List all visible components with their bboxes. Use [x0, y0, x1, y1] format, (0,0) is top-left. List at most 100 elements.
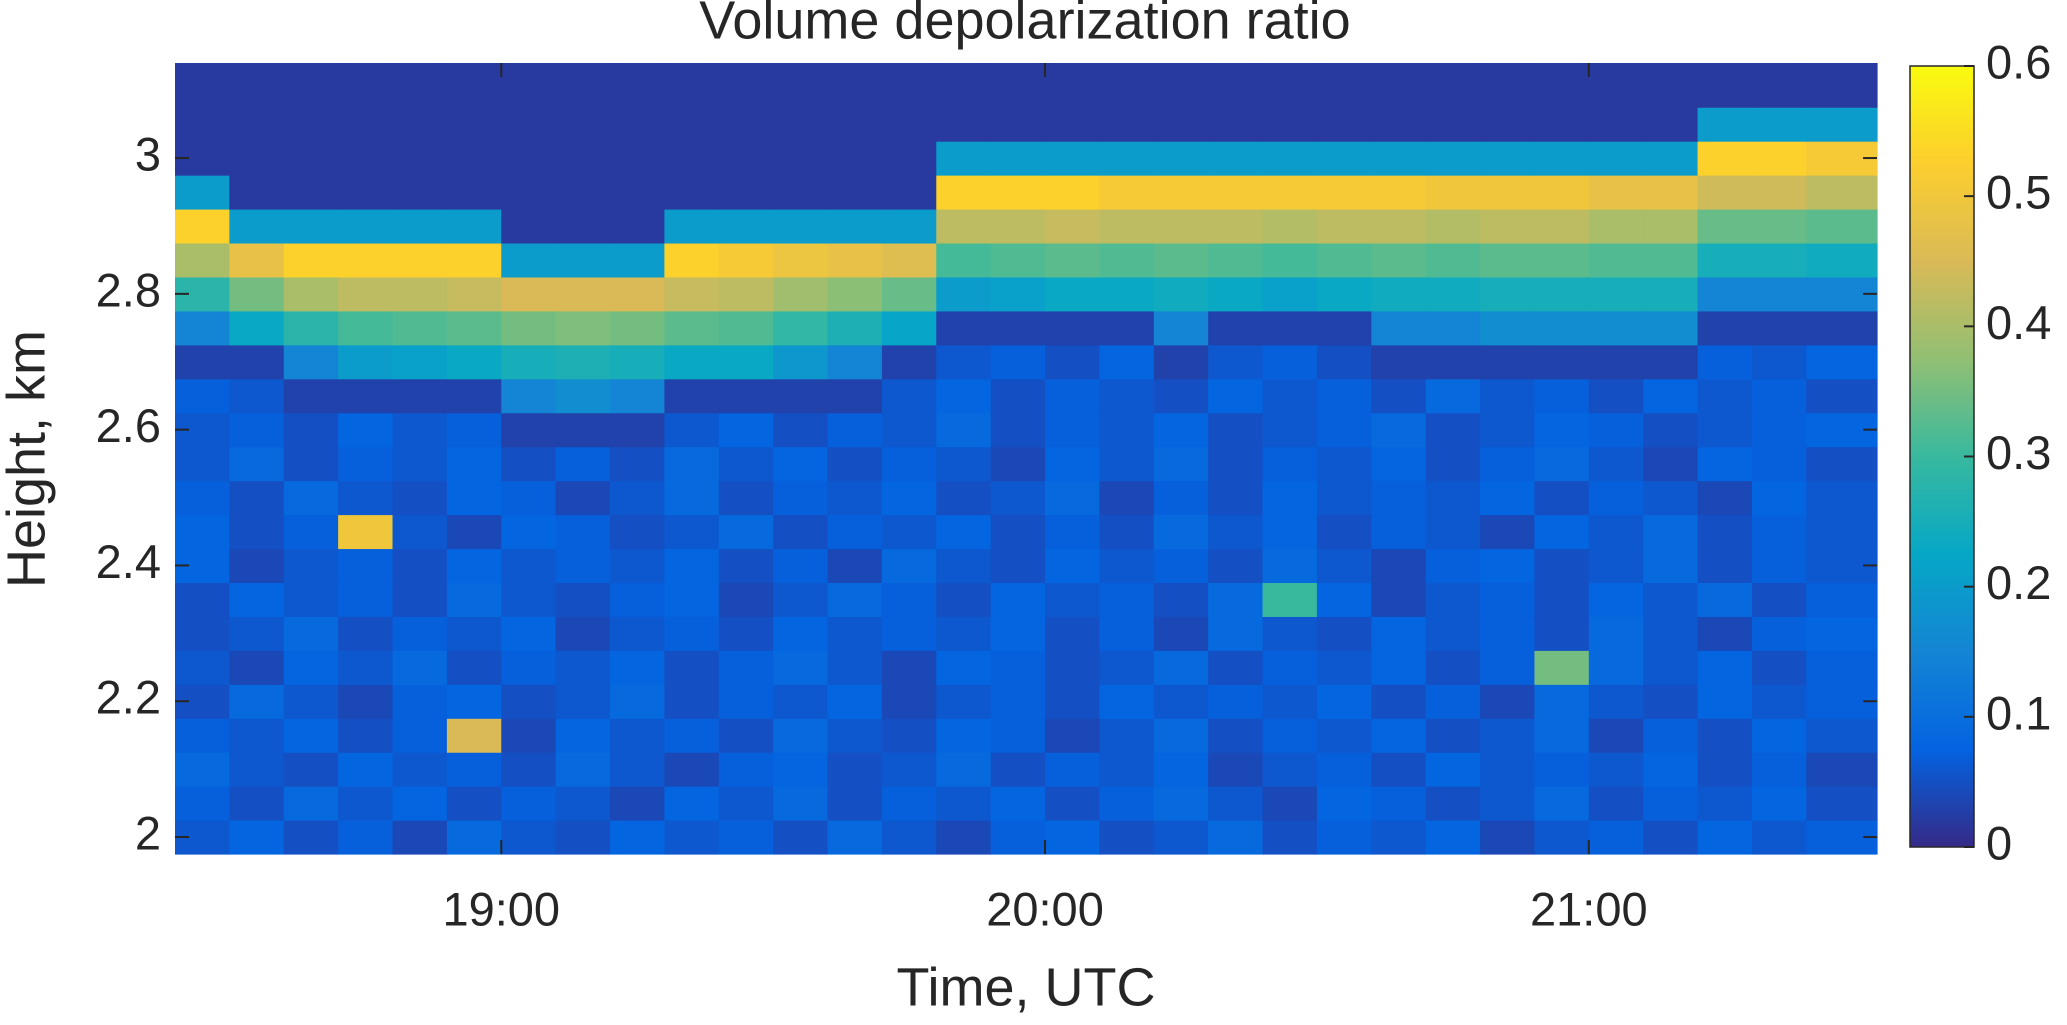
heatmap-cell — [1316, 141, 1372, 176]
heatmap-cell — [718, 718, 774, 753]
heatmap-cell — [1643, 616, 1699, 651]
heatmap-cell — [175, 310, 230, 346]
heatmap-cell — [392, 548, 448, 584]
heatmap-cell — [1425, 344, 1481, 380]
heatmap-cell — [1425, 616, 1481, 651]
heatmap-cell — [1262, 107, 1318, 142]
heatmap-cell — [1534, 242, 1590, 278]
heatmap-cell — [990, 208, 1046, 244]
heatmap-cell — [1588, 820, 1644, 855]
heatmap-cell — [990, 242, 1046, 278]
heatmap-cell — [446, 582, 502, 617]
heatmap-cell — [1099, 548, 1155, 584]
heatmap-cell — [1371, 820, 1427, 855]
heatmap-cell — [1480, 175, 1536, 210]
heatmap-cell — [229, 141, 285, 176]
heatmap-cell — [1045, 514, 1101, 550]
heatmap-cell — [283, 141, 339, 176]
heatmap-cell — [1534, 684, 1590, 719]
heatmap-cell — [175, 446, 230, 482]
heatmap-cell — [1316, 752, 1372, 787]
heatmap-cell — [1153, 107, 1209, 142]
heatmap-cell — [1806, 752, 1878, 787]
heatmap-cell — [990, 786, 1046, 821]
heatmap-cell — [1208, 514, 1264, 550]
heatmap-cell — [1588, 616, 1644, 651]
heatmap-cell — [664, 107, 720, 142]
heatmap-cell — [1153, 684, 1209, 719]
heatmap-cell — [501, 514, 557, 550]
heatmap-cell — [664, 684, 720, 719]
heatmap-cell — [1208, 752, 1264, 787]
heatmap-cell — [229, 378, 285, 414]
heatmap-cell — [283, 446, 339, 482]
heatmap-cell — [1751, 175, 1807, 210]
heatmap-cell — [1534, 820, 1590, 855]
heatmap-cell — [392, 752, 448, 787]
heatmap-cell — [229, 514, 285, 550]
heatmap-cell — [1425, 141, 1481, 176]
heatmap-cell — [1588, 175, 1644, 210]
heatmap-cell — [1153, 175, 1209, 210]
heatmap-cell — [1425, 208, 1481, 244]
colorbar-tick-label: 0 — [1986, 816, 2012, 869]
heatmap-cell — [1751, 107, 1807, 142]
heatmap-cell — [338, 752, 394, 787]
heatmap-cell — [1262, 616, 1318, 651]
heatmap-cell — [773, 820, 829, 855]
heatmap-cell — [392, 718, 448, 753]
heatmap-cell — [1371, 786, 1427, 821]
heatmap-cell — [501, 141, 557, 176]
heatmap-cell — [1534, 446, 1590, 482]
heatmap-cell — [664, 786, 720, 821]
heatmap-cell — [664, 718, 720, 753]
heatmap-cell — [1697, 378, 1753, 414]
heatmap-cell — [773, 752, 829, 787]
heatmap-cell — [610, 820, 665, 855]
heatmap-cell — [446, 344, 502, 380]
heatmap-cell — [936, 175, 992, 210]
heatmap-cell — [501, 446, 557, 482]
heatmap-cell — [1371, 175, 1427, 210]
heatmap-cell — [773, 480, 829, 516]
heatmap-cell — [610, 514, 665, 550]
heatmap-cell — [338, 208, 394, 244]
heatmap-cell — [664, 276, 720, 312]
heatmap-cell — [446, 548, 502, 584]
heatmap-cell — [555, 208, 611, 244]
heatmap-cell — [1425, 63, 1481, 108]
heatmap-cell — [446, 208, 502, 244]
heatmap-cell — [446, 820, 502, 855]
heatmap-cell — [881, 480, 937, 516]
heatmap-cell — [392, 582, 448, 617]
heatmap-cell — [501, 786, 557, 821]
heatmap-cell — [229, 107, 285, 142]
heatmap-cell — [827, 141, 883, 176]
heatmap-cell — [555, 514, 611, 550]
heatmap-cell — [338, 276, 394, 312]
heatmap-cell — [1697, 582, 1753, 617]
heatmap-cell — [338, 175, 394, 210]
heatmap-cell — [1153, 786, 1209, 821]
heatmap-cell — [555, 63, 611, 108]
heatmap-cell — [1208, 582, 1264, 617]
heatmap-cell — [610, 242, 665, 278]
heatmap-cell — [1697, 412, 1753, 448]
heatmap-cell — [936, 650, 992, 685]
heatmap-cell — [827, 548, 883, 584]
heatmap-cell — [1534, 412, 1590, 448]
heatmap-cell — [610, 446, 665, 482]
heatmap-cell — [338, 548, 394, 584]
heatmap-cell — [1697, 548, 1753, 584]
heatmap-cell — [1045, 786, 1101, 821]
heatmap-cell — [1316, 310, 1372, 346]
heatmap-cell — [718, 412, 774, 448]
heatmap-cell — [1316, 684, 1372, 719]
heatmap-cell — [1316, 276, 1372, 312]
heatmap-cell — [1751, 752, 1807, 787]
heatmap-cell — [1153, 208, 1209, 244]
heatmap-cell — [1099, 786, 1155, 821]
heatmap-cell — [773, 378, 829, 414]
heatmap-cell — [1208, 684, 1264, 719]
heatmap-cell — [1099, 344, 1155, 380]
